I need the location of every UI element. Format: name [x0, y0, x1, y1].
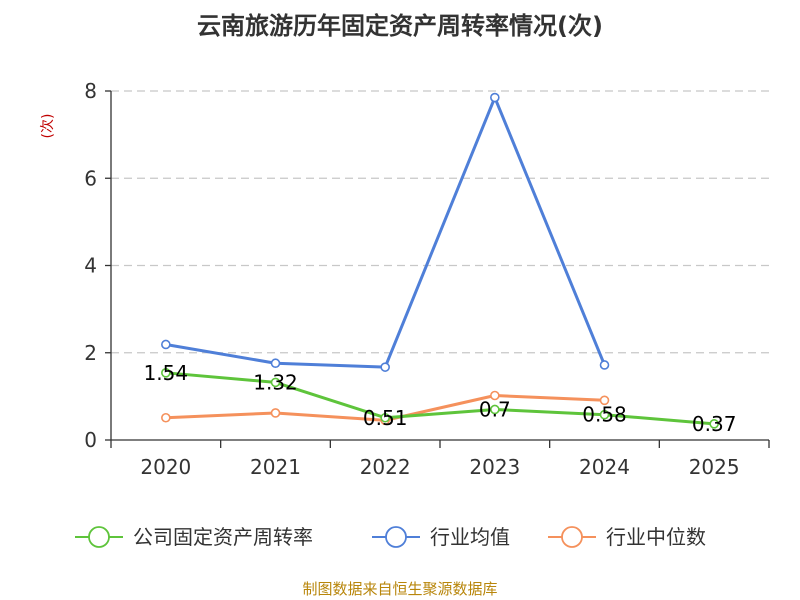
- y-tick-label: 2: [84, 341, 97, 365]
- data-point: [599, 360, 610, 370]
- data-point: [380, 412, 390, 423]
- data-point: [490, 92, 500, 103]
- x-tick-label: 2021: [250, 455, 301, 479]
- data-point: [599, 409, 610, 420]
- series-lines: [161, 92, 719, 429]
- data-point: [270, 358, 281, 369]
- chart-title: 云南旅游历年固定资产周转率情况(次): [197, 12, 603, 40]
- data-point: [161, 412, 171, 423]
- y-tick-label: 6: [84, 166, 97, 190]
- x-tick-label: 2022: [360, 455, 411, 479]
- y-axis-label: (次): [40, 114, 56, 139]
- y-tick-label: 0: [84, 428, 97, 452]
- series-line: [165, 96, 606, 369]
- data-point: [270, 408, 281, 418]
- data-label: 0.37: [692, 412, 737, 436]
- x-tick-label: 2020: [140, 455, 191, 479]
- data-label: 1.32: [253, 370, 298, 394]
- x-tick-label: 2025: [689, 455, 740, 479]
- x-axis-ticks: 2020 2021 2022 2023 2024 2025: [140, 455, 739, 479]
- legend-marker: [385, 526, 407, 548]
- data-label: 1.54: [144, 361, 189, 385]
- data-point: [599, 395, 610, 406]
- data-point: [161, 368, 171, 378]
- legend-label: 公司固定资产周转率: [133, 525, 313, 549]
- data-label: 0.7: [479, 397, 511, 421]
- y-axis-ticks: 0 2 4 6 8: [84, 79, 97, 452]
- data-point: [380, 362, 390, 372]
- data-point: [270, 377, 281, 388]
- data-point: [490, 390, 500, 401]
- gridlines: [111, 90, 769, 354]
- x-tick-label: 2023: [469, 455, 520, 479]
- x-tick-label: 2024: [579, 455, 630, 479]
- legend: 公司固定资产周转率 行业均值 行业中位数: [75, 525, 706, 549]
- legend-label: 行业中位数: [606, 525, 706, 549]
- series-line: [165, 371, 715, 426]
- legend-marker: [88, 526, 110, 548]
- data-label: 0.51: [363, 406, 408, 430]
- data-point: [490, 404, 500, 415]
- data-labels: 1.54 1.32 0.51 0.7 0.58 0.37: [144, 361, 737, 436]
- y-tick-label: 8: [84, 79, 97, 103]
- data-label: 0.58: [582, 403, 627, 427]
- data-point: [161, 339, 171, 350]
- axes: [105, 90, 770, 448]
- data-point: [709, 419, 719, 429]
- legend-marker: [561, 526, 583, 548]
- y-tick-label: 4: [84, 254, 97, 278]
- legend-label: 行业均值: [430, 525, 510, 549]
- source-note: 制图数据来自恒生聚源数据库: [302, 580, 497, 598]
